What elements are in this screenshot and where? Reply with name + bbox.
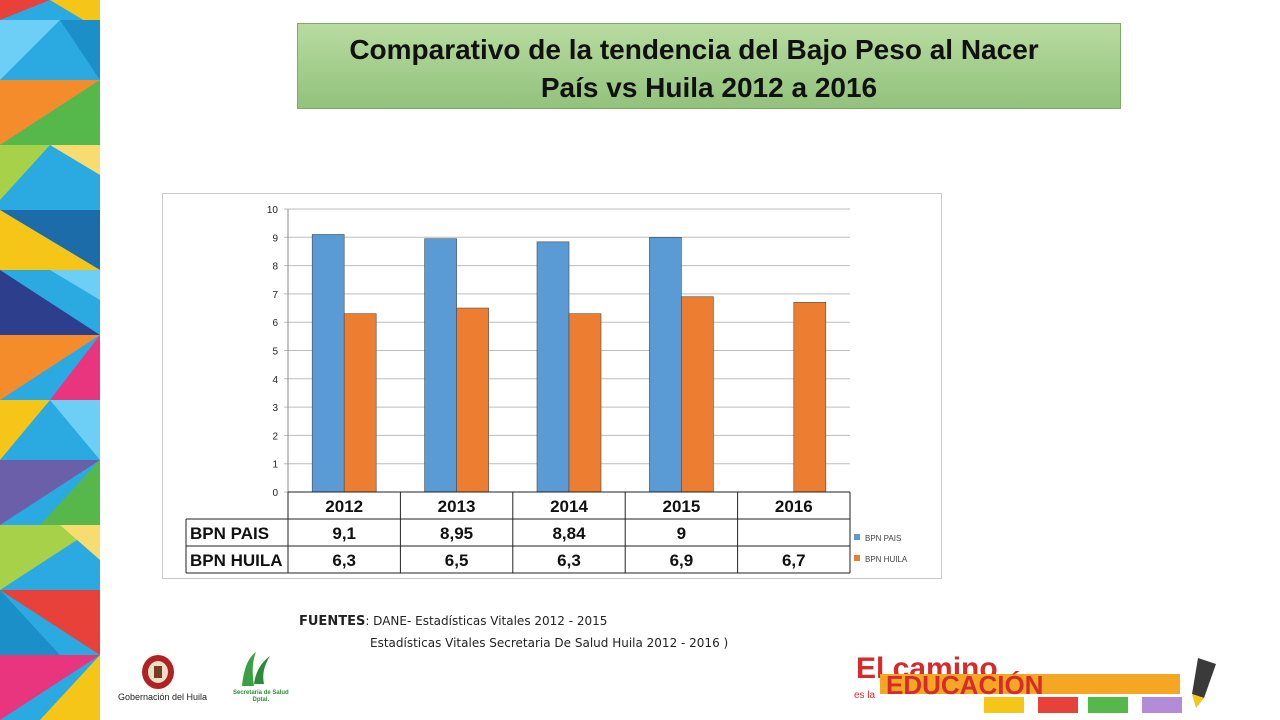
gobernacion-label: Gobernación del Huila [118, 692, 208, 702]
x-category-label: 2013 [438, 497, 476, 516]
y-tick-label: 2 [272, 431, 278, 442]
page-subtitle: País vs Huila 2012 a 2016 [540, 72, 878, 103]
gobernacion-crest-logo [142, 655, 174, 689]
sources-line2: Estadísticas Vitales Secretaria De Salud… [370, 636, 729, 650]
camino-small-text: es la [854, 690, 876, 701]
bar-bpn-huila [343, 313, 377, 493]
educacion-text: EDUCACIÓN [886, 670, 1043, 700]
secretaria-salud-logo [242, 652, 270, 686]
data-label: 6,9 [670, 551, 694, 570]
y-tick-label: 7 [272, 290, 278, 301]
y-tick-label: 9 [272, 233, 278, 244]
bar-bpn-huila [681, 296, 714, 493]
legend-entry: BPN HUILA [865, 555, 908, 564]
y-tick-label: 4 [272, 375, 278, 386]
data-label: 6,7 [782, 551, 806, 570]
data-label: 9,1 [332, 524, 356, 543]
data-label: 8,95 [440, 524, 473, 543]
bar-bpn-huila [793, 302, 827, 493]
x-category-label: 2012 [325, 497, 363, 516]
legend-entry: BPN PAIS [865, 534, 901, 543]
bar-bpn-pais [311, 234, 345, 493]
x-category-label: 2015 [662, 497, 700, 516]
legend-swatch [854, 534, 860, 540]
y-tick-label: 0 [272, 488, 278, 499]
bar-bpn-pais [536, 241, 570, 493]
data-label: 9 [677, 524, 686, 543]
y-tick-label: 6 [272, 318, 278, 329]
y-tick-label: 5 [272, 347, 278, 358]
bar-bpn-pais [424, 238, 457, 493]
el-camino-educacion-logo: El camino es la EDUCACIÓN [854, 652, 1216, 713]
table-row-label: BPN PAIS [190, 524, 269, 543]
y-tick-label: 3 [272, 403, 278, 414]
y-tick-label: 8 [272, 262, 278, 273]
page-title: Comparativo de la tendencia del Bajo Pes… [349, 34, 1039, 65]
bar-chart: 0 1 2 3 4 5 6 7 8 9 10 2012 2013 2014 2015 2016 BPN PAIS… [185, 205, 908, 574]
data-label: 6,3 [332, 551, 356, 570]
bar-bpn-huila [568, 313, 602, 493]
table-row-label: BPN HUILA [190, 551, 283, 570]
sources-line1: : DANE- Estadísticas Vitales 2012 - 2015 [365, 614, 608, 628]
legend-swatch [854, 555, 860, 561]
bar-bpn-huila [456, 307, 489, 493]
x-category-label: 2016 [775, 497, 813, 516]
data-label: 8,84 [552, 524, 586, 543]
data-label: 6,3 [557, 551, 581, 570]
sources-label: FUENTES [299, 614, 366, 629]
bar-bpn-pais [649, 236, 682, 493]
x-category-label: 2014 [550, 497, 588, 516]
decorative-triangle-strip [0, 0, 100, 720]
sources-note: FUENTES: DANE- Estadísticas Vitales 2012… [299, 614, 728, 650]
data-label: 6,5 [445, 551, 469, 570]
title-banner: Comparativo de la tendencia del Bajo Pes… [297, 23, 1121, 109]
y-tick-label: 10 [267, 205, 279, 216]
y-tick-label: 1 [272, 460, 278, 471]
secretaria-salud-label: Secretaria de Salud Dptal. [233, 690, 289, 703]
